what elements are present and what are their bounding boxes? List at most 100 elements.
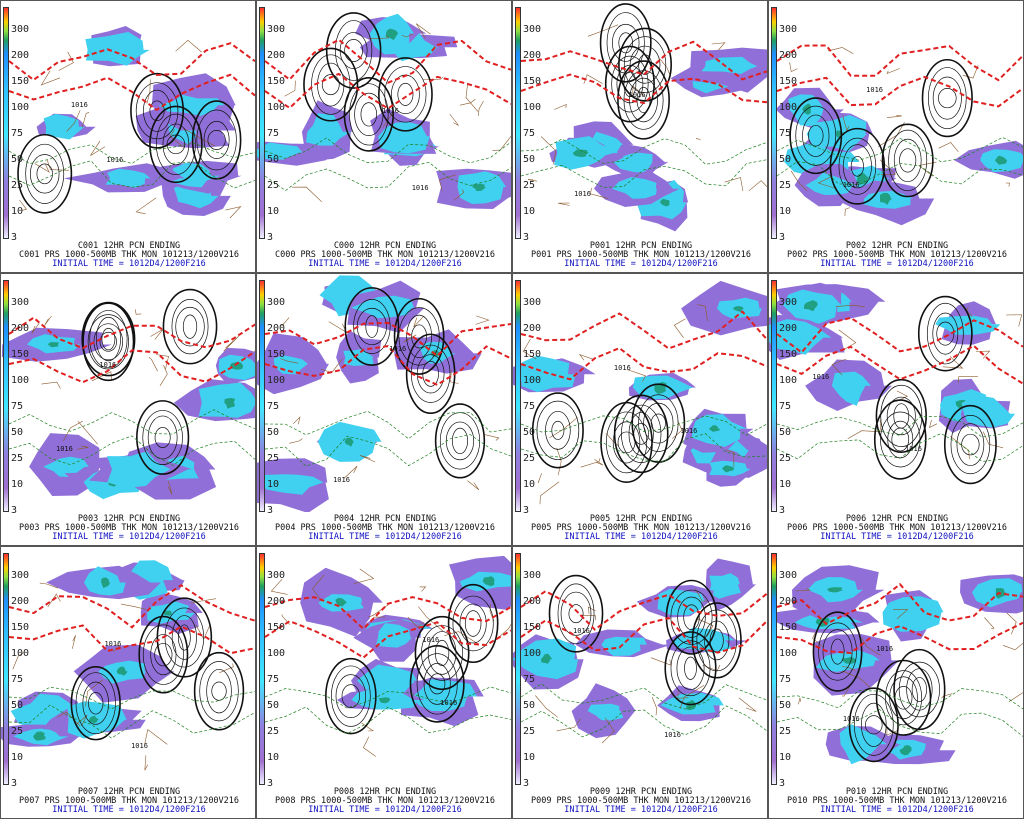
panel-title: P004 12HR PCN ENDING [333, 514, 437, 524]
pressure-label: 1016 [574, 189, 591, 198]
colorbar-tick-label: 25 [523, 726, 536, 737]
isobar-contour [932, 312, 959, 355]
map-panel-p006: 300 200 150 100 75 50 25 10 3 1016 1016 P006 12HR P… [768, 273, 1024, 546]
thickness-line-green [264, 137, 511, 164]
isobar-contour [643, 402, 674, 444]
thickness-570-line [776, 44, 1023, 82]
border-line [328, 321, 348, 334]
forecast-map [1, 288, 255, 500]
precip-area-heavy [101, 577, 111, 588]
colorbar-tick-label: 50 [779, 427, 792, 438]
panel-title: C001 12HR PCN ENDING [77, 241, 181, 251]
border-line [41, 381, 61, 389]
isobar-contour [397, 82, 414, 106]
isobar-contour [29, 154, 60, 194]
border-line [958, 376, 978, 383]
border-line [12, 652, 24, 670]
isobar-contour [894, 686, 913, 710]
colorbar-tick-label: 50 [11, 154, 24, 165]
border-line [724, 177, 744, 192]
border-line [44, 315, 52, 326]
isobar-contour [155, 113, 196, 175]
border-line [795, 588, 811, 592]
border-line [554, 104, 567, 110]
isobar-contour [451, 427, 469, 455]
isobar-contour [353, 299, 391, 354]
border-line [465, 82, 479, 112]
thickness-line-green [776, 688, 1023, 710]
border-line [159, 364, 168, 386]
pressure-label: 1016 [104, 640, 122, 649]
thickness-line-green [776, 161, 1023, 186]
precip-area-heavy [880, 193, 893, 205]
precip-area-heavy [572, 149, 589, 158]
border-line [63, 420, 83, 442]
precip-area-heavy [344, 437, 354, 447]
precip-area-heavy [89, 715, 100, 724]
colorbar-tick-label: 3 [11, 232, 18, 243]
border-line [459, 98, 476, 106]
isobar-contour [149, 100, 165, 122]
border-line [467, 480, 480, 491]
panel-title: P009 12HR PCN ENDING [589, 787, 693, 797]
forecast-map [769, 282, 1023, 485]
isobar-contour [618, 32, 633, 54]
border-line [962, 65, 979, 79]
colorbar-tick-label: 50 [779, 154, 792, 165]
isobar-contour [885, 670, 923, 726]
colorbar-tick-label: 200 [11, 596, 30, 607]
isobar-contour [853, 693, 894, 756]
panel-title: P010 12HR PCN ENDING [845, 787, 949, 797]
colorbar-tick-label: 10 [779, 206, 792, 217]
isobar-contour [459, 603, 487, 644]
precip-area-moderate [935, 315, 1001, 335]
border-line [144, 728, 168, 745]
colorbar-tick-label: 10 [11, 206, 24, 217]
thickness-540-line [264, 345, 511, 386]
map-panel-c001: 300 200 150 100 75 50 25 10 3 1016 1016 C001 12HR P… [0, 0, 256, 273]
isobar-contour [138, 615, 189, 694]
border-line [679, 685, 705, 709]
colorbar-tick-label: 200 [11, 50, 30, 61]
border-line [31, 322, 40, 334]
isobar-contour [629, 45, 661, 84]
border-line [798, 697, 802, 705]
precip-area-heavy [224, 398, 236, 409]
border-line [155, 354, 169, 370]
border-line [485, 434, 500, 441]
thickness-570-line [776, 316, 1023, 354]
panel-subtitle: P008 PRS 1000-500MB THK MON 101213/1200V… [274, 796, 496, 806]
border-line [594, 459, 604, 466]
isobar-contour [629, 77, 658, 123]
isobar-contour [344, 287, 400, 366]
colorbar-tick-label: 100 [267, 375, 286, 386]
isobar-contour [612, 421, 641, 464]
isobar-contour [704, 620, 730, 661]
colorbar-tick-label: 10 [11, 752, 24, 763]
colorbar-tick-label: 3 [267, 778, 274, 789]
isobar-contour [325, 12, 382, 89]
isobar-contour [335, 674, 367, 719]
thickness-540-line [776, 344, 1023, 385]
isobar-contour [335, 20, 373, 81]
colorbar-tick-label: 100 [267, 648, 286, 659]
colorbar-tick-label: 50 [11, 427, 24, 438]
precip-colorbar [771, 553, 777, 785]
initial-time: INITIAL TIME = 1012D4/1200F216 [52, 805, 206, 815]
thickness-line-green [264, 434, 511, 467]
isobar-contour [75, 672, 116, 735]
border-line [219, 663, 234, 673]
isobar-contour [822, 629, 853, 674]
border-line [439, 174, 456, 192]
precip-area-moderate [107, 451, 171, 489]
isobar-contour [464, 610, 482, 637]
precip-area-heavy [229, 361, 244, 370]
isobar-contour [101, 327, 116, 351]
isobar-contour [891, 427, 910, 452]
border-line [492, 135, 511, 151]
panel-title: P008 12HR PCN ENDING [333, 787, 437, 797]
colorbar-tick-label: 300 [267, 24, 286, 35]
precip-area-moderate [691, 414, 748, 447]
panel-subtitle: P004 PRS 1000-500MB THK MON 101213/1200V… [274, 523, 496, 533]
colorbar-tick-label: 50 [523, 700, 536, 711]
